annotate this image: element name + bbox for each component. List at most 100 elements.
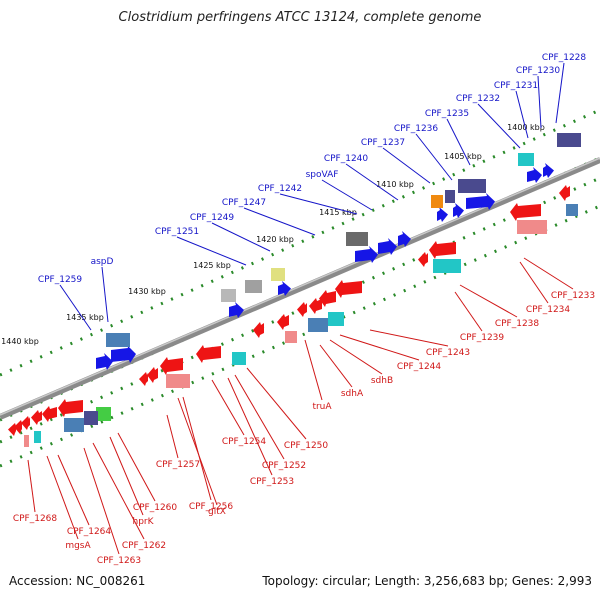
feature-box [518,153,534,166]
gene-arrow-reverse [147,367,158,383]
bottom-leader-line [182,396,212,501]
feature-box [166,374,190,388]
bottom-leader-line [369,329,449,347]
bottom-leader-line [109,436,144,516]
feature-box [445,190,455,203]
top-gene-label: aspD [91,257,114,267]
bottom-leader-line [319,344,353,388]
feature-box [64,418,84,432]
gene-arrow-forward [437,207,448,222]
accession-text: Accession: NC_008261 [9,574,146,588]
bottom-leader-line [27,459,36,513]
bottom-gene-label: sdhB [371,376,393,386]
top-leader-line [321,179,373,211]
feature-box [433,259,461,273]
gene-arrow-reverse [559,185,570,201]
bottom-leader-line [92,442,145,540]
top-leader-line [59,284,92,331]
bottom-gene-label: CPF_1234 [526,305,571,315]
gene-arrow-forward [466,193,495,210]
gene-arrow-reverse [160,357,183,375]
top-leader-line [415,133,453,181]
bottom-leader-line [117,432,156,502]
bottom-gene-label: CPF_1257 [156,460,200,470]
bottom-leader-line [304,339,323,401]
top-label-leaders [59,62,565,331]
feature-box [308,318,328,332]
bottom-gene-label: CPF_1253 [250,477,294,487]
top-leader-line [345,163,399,201]
tick-label: 1415 kbp [319,208,357,217]
bottom-gene-label: CPF_1238 [495,319,540,329]
gene-arrow-reverse [297,302,307,317]
top-gene-label: CPF_1228 [542,53,587,63]
feature-box [458,179,486,193]
top-gene-label: CPF_1230 [516,66,561,76]
outer-top-track [0,108,600,377]
map-title: Clostridium perfringens ATCC 13124, comp… [118,10,482,25]
gene-arrow-reverse [429,241,456,259]
gene-arrow-reverse [8,423,16,436]
feature-box [232,352,246,365]
gene-arrow-reverse [253,322,264,338]
top-gene-label: CPF_1237 [361,138,405,148]
bottom-gene-label: hprK [132,517,154,527]
bottom-gene-label: gltX [208,507,226,517]
bottom-leader-line [234,374,285,460]
gene-arrow-forward [229,302,244,318]
feature-box [34,431,41,443]
tick-label: 1405 kbp [444,152,482,161]
bottom-leader-line [519,261,549,304]
feature-box [96,407,111,421]
bottom-gene-label: sdhA [341,389,364,399]
top-leader-line [537,75,542,129]
top-leader-line [101,266,109,323]
top-gene-label: CPF_1249 [190,213,235,223]
tick-label: 1425 kbp [193,261,231,270]
gene-arrow-reverse [31,410,42,425]
top-gene-label: CPF_1231 [494,81,538,91]
gene-arrow-forward [111,345,136,363]
genome-backbone [0,157,600,420]
outer-bottom-track [0,204,600,468]
bottom-gene-label: CPF_1250 [284,441,329,451]
tick-label: 1400 kbp [507,123,545,132]
gene-arrow-reverse [42,406,57,422]
tick-label: 1430 kbp [128,287,166,296]
feature-box [517,220,547,234]
gene-arrow-reverse [335,280,362,298]
bottom-gene-label: CPF_1239 [460,333,505,343]
feature-box [285,331,297,343]
gene-arrow-reverse [14,420,22,434]
top-leader-line [243,207,316,236]
gene-arrow-forward [278,281,291,296]
bottom-leader-line [83,447,120,555]
gene-features [8,133,581,447]
top-gene-label: CPF_1242 [258,184,302,194]
gene-arrow-forward [543,163,554,178]
tick-label: 1440 kbp [1,337,39,346]
gene-arrow-reverse [196,345,221,363]
feature-box [106,333,130,347]
feature-box [271,268,285,281]
bottom-gene-label: CPF_1254 [222,437,267,447]
gene-arrow-reverse [21,416,30,430]
top-leader-line [477,103,521,149]
bottom-leader-line [459,284,518,318]
top-leader-line [382,147,431,184]
bottom-gene-label: CPF_1233 [551,291,595,301]
bottom-gene-label: mgsA [65,541,91,551]
top-gene-label: CPF_1247 [222,198,266,208]
bottom-leader-line [523,257,574,290]
bottom-gene-label: CPF_1262 [122,541,166,551]
tick-labels: 1400 kbp 1405 kbp 1410 kbp 1415 kbp 1420 kbp… [1,123,545,346]
feature-box [431,195,443,208]
gene-arrow-forward [378,238,397,255]
gene-arrow-reverse [309,298,322,314]
top-gene-label: CPF_1251 [155,227,199,237]
feature-box [328,312,344,326]
bottom-gene-label: CPF_1264 [67,527,112,537]
gene-arrow-forward [527,167,542,183]
top-leader-line [446,118,471,166]
